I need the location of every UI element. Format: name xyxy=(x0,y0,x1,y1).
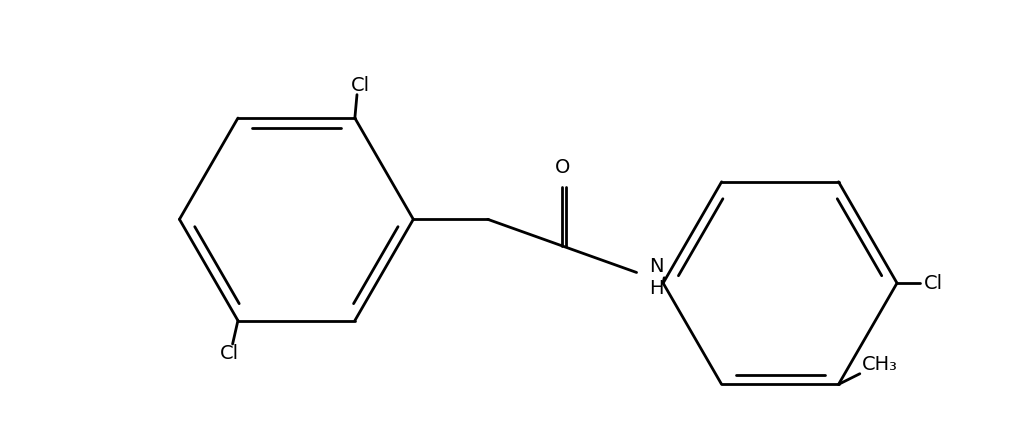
Text: Cl: Cl xyxy=(220,344,239,363)
Text: O: O xyxy=(555,158,570,177)
Text: Cl: Cl xyxy=(923,273,943,293)
Text: CH₃: CH₃ xyxy=(862,355,898,374)
Text: N
H: N H xyxy=(649,257,664,298)
Text: Cl: Cl xyxy=(350,76,370,95)
